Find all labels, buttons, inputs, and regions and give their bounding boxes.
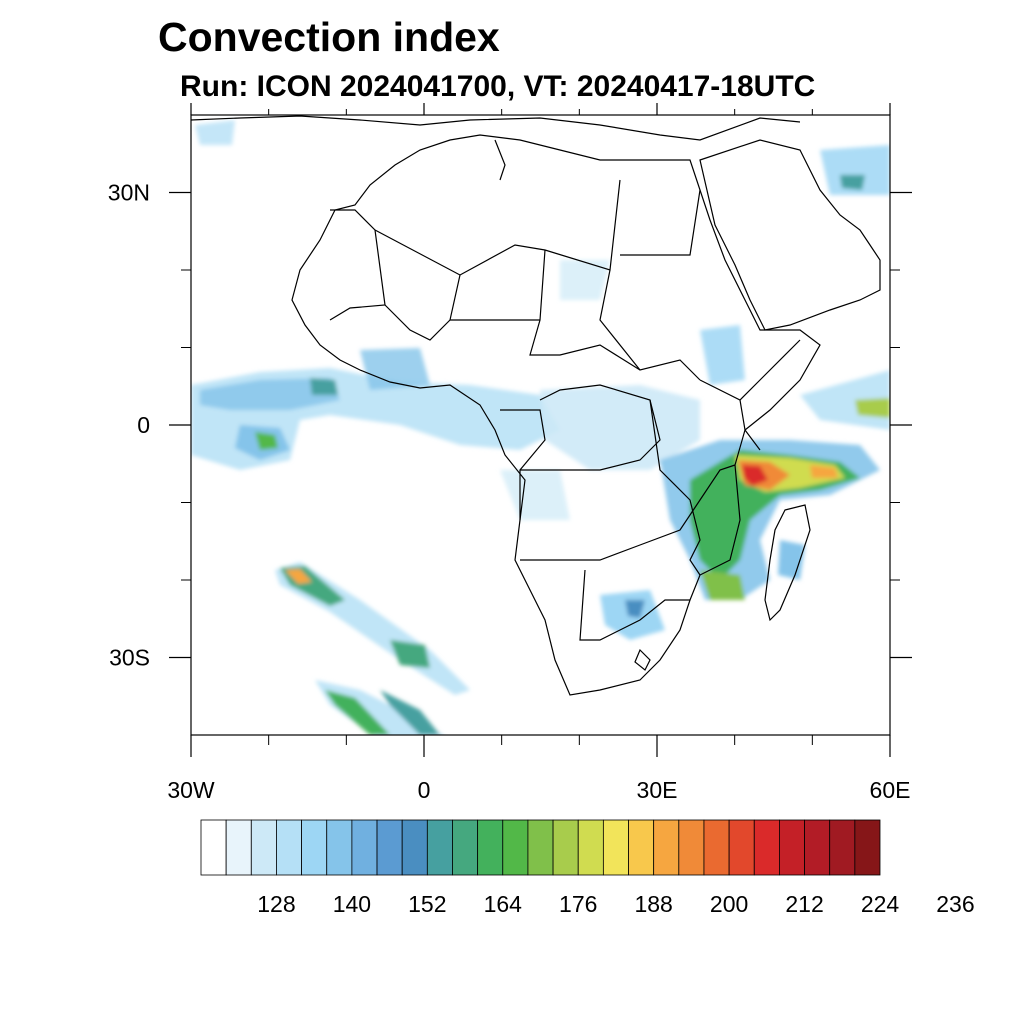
colorbar-swatch [301,819,328,876]
colorbar-swatch [477,819,504,876]
colorbar-swatch [854,819,881,876]
colorbar-swatch [401,819,428,876]
border-line [529,249,701,381]
colorbar-label: 140 [333,891,371,917]
convection-field [191,120,890,735]
colorbar-swatch [728,819,755,876]
field-patch [810,465,838,478]
colorbar-swatch [552,819,579,876]
colorbar-swatch [779,819,805,876]
madagascar-coastline [764,504,811,622]
field-patch [380,690,440,735]
field-patch [390,640,430,668]
europe-coastline [191,115,801,141]
colorbar-swatch [678,819,705,876]
colorbar-label: 212 [785,891,823,917]
page-subtitle: Run: ICON 2024041700, VT: 20240417-18UTC [180,70,816,103]
arabia-coastline [699,139,881,331]
border-line [384,274,461,341]
field-patch [840,175,865,190]
colorbar-label: 188 [634,891,672,917]
field-patch [742,465,768,486]
field-patch [700,570,745,600]
y-tick-label: 30N [108,180,150,206]
border-line [494,139,506,181]
colorbar-label: 128 [257,891,295,917]
field-patch [540,385,700,470]
colorbar-label: 164 [484,891,523,917]
border-line [329,209,386,321]
colorbar-label: 236 [936,891,974,917]
colorbar-label: 224 [861,891,900,917]
border-line [649,399,701,576]
colorbar-label: 152 [408,891,446,917]
border-line [620,189,701,256]
border-line [374,179,621,276]
colorbar-swatch [653,819,680,876]
field-patch [285,569,312,584]
colorbar-swatch [703,819,730,876]
field-patch [820,145,890,195]
colorbar-swatch [829,819,856,876]
colorbar-swatch [200,819,227,876]
colorbar-swatch [753,819,780,876]
field-patch [500,470,570,520]
colorbar-swatch [426,819,453,876]
field-patch [325,690,390,735]
border-line [579,569,690,641]
field-patch [700,325,745,385]
colorbar-swatch [351,819,378,876]
field-patch [195,120,235,145]
field-patch [310,378,338,395]
colorbar-label: 200 [710,891,748,917]
field-patch [625,600,645,618]
colorbar-swatch [326,819,353,876]
colorbar-swatch [804,819,831,876]
border-line [500,409,546,520]
colorbar-swatch [225,819,252,876]
border-line [520,384,661,471]
colorbar-swatch [628,819,655,876]
colorbar-swatch [452,819,479,876]
coastlines [191,115,881,696]
colorbar-swatch [276,819,302,876]
x-tick-label: 0 [418,777,431,803]
colorbar-swatch [502,819,529,876]
y-tick-label: 0 [137,412,150,438]
x-tick-label: 30W [167,777,215,803]
page-title: Convection index [158,14,500,60]
map-axes: 30W 0 30E 60E 30N 0 30S [108,103,912,803]
colorbar-swatch [527,819,554,876]
border-line [699,339,801,401]
border-line [599,269,641,371]
colorbar-swatch [577,819,604,876]
field-patch [855,398,890,418]
border-line [634,648,651,671]
africa-coastline [291,134,821,696]
colorbar-swatch [376,819,403,876]
field-patch [778,540,805,580]
colorbar: 128 140 152 164 176 188 200 212 224 236 [200,819,975,917]
colorbar-label: 176 [559,891,597,917]
border-line [520,464,736,561]
x-tick-label: 30E [637,777,678,803]
y-tick-label: 30S [109,645,150,671]
colorbar-swatch [250,819,277,876]
field-patch [360,348,430,390]
colorbar-swatch [602,819,629,876]
field-patch [560,260,610,300]
border-line [739,399,761,451]
field-patch [200,378,340,410]
field-patch [255,432,278,450]
x-tick-label: 60E [870,777,911,803]
